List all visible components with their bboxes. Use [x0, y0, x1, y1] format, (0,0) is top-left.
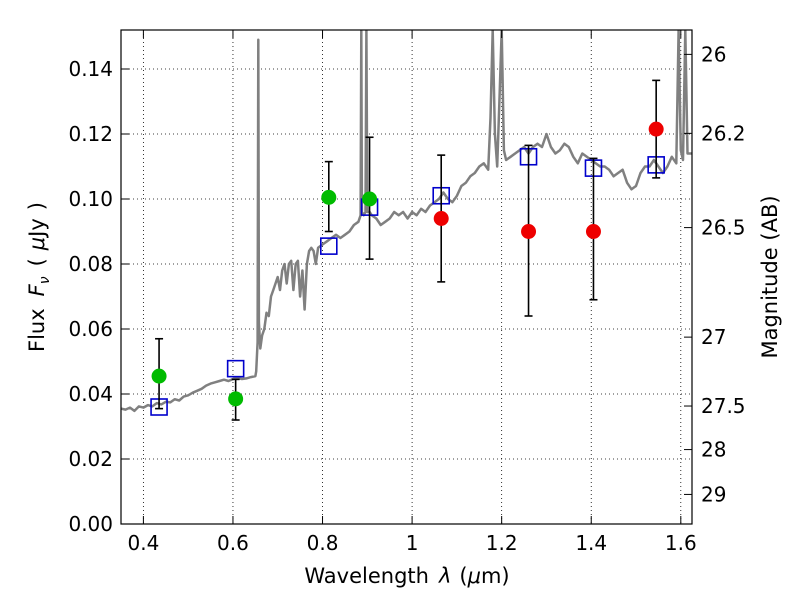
optical-data-point [228, 391, 244, 407]
y-axis-label-open: ( [25, 258, 49, 266]
x-tick-label: 0.4 [127, 531, 159, 555]
y-axis-label: Flux Fν ( μJy) [25, 202, 53, 352]
y2-tick-label: 28 [701, 438, 726, 462]
y-tick-label: 0.02 [68, 447, 113, 471]
model-photometry-square [226, 359, 245, 378]
model-spectrum-line [121, 30, 692, 413]
y-axis-label-word: Flux [25, 308, 49, 352]
y2-tick-label: 27 [701, 325, 726, 349]
y2-tick-label: 27.5 [701, 394, 746, 418]
y2-axis-label: Magnitude (AB) [758, 195, 782, 358]
x-axis-label-paren: ( [459, 564, 467, 588]
x-tick-label: 0.6 [217, 531, 249, 555]
x-axis-label-lambda: λ [438, 564, 451, 588]
nir-data-point [433, 211, 449, 226]
y-tick-label: 0.14 [68, 57, 113, 81]
x-axis-label-word: Wavelength [304, 564, 429, 588]
y2-tick-label: 26 [701, 42, 726, 66]
x-tick-label: 1.6 [665, 531, 697, 555]
y2-tick-label: 29 [701, 482, 726, 506]
plot-frame [120, 29, 693, 525]
x-axis-label: Wavelength λ (μm) [304, 564, 509, 588]
ticks: 0.4 0.6 0.8 1 1.2 1.4 1.6 0.00 0.02 0.04 0.06 0.08 0… [68, 30, 746, 555]
y-tick-label: 0.04 [68, 382, 113, 406]
y-tick-label: 0.08 [68, 252, 113, 276]
y-tick-label: 0.06 [68, 317, 113, 341]
x-axis-label-unit: m) [481, 564, 510, 588]
x-tick-label: 1 [406, 531, 419, 555]
y-axis-label-close: ) [25, 202, 49, 210]
y-axis-label-nu: ν [37, 276, 53, 284]
nir-data-point [648, 121, 664, 137]
x-axis-label-mu: μ [467, 564, 481, 588]
model-photometry-square [319, 237, 338, 255]
x-tick-label: 1.4 [575, 531, 607, 555]
y-tick-label: 0.00 [68, 512, 113, 536]
markers [150, 79, 665, 421]
y-axis-label-mu: μ [25, 237, 49, 251]
y-tick-label: 0.10 [68, 187, 113, 211]
plot-area [121, 30, 692, 413]
y2-tick-label: 26.2 [701, 121, 746, 145]
optical-data-point [362, 191, 378, 207]
nir-data-point [585, 224, 601, 239]
x-tick-label: 0.8 [307, 531, 339, 555]
y-axis-label-unit: Jy [25, 218, 49, 239]
optical-data-point [151, 368, 167, 384]
y-tick-label: 0.12 [68, 122, 113, 146]
x-tick-label: 1.2 [486, 531, 518, 555]
y-axis-label-F: F [25, 283, 49, 296]
nir-data-point [521, 224, 537, 239]
optical-data-point [321, 189, 337, 205]
y2-tick-label: 26.5 [701, 216, 746, 240]
